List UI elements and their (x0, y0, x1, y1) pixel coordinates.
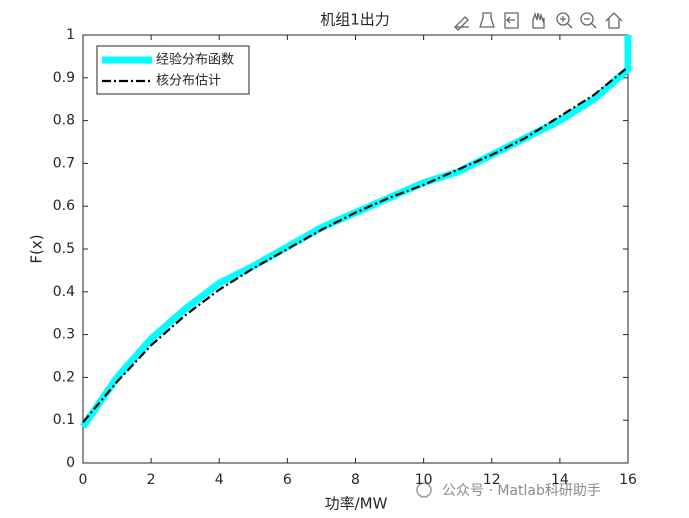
zoom-in-icon[interactable] (556, 12, 570, 26)
y-tick-label: 0.8 (53, 113, 75, 129)
y-tick-label: 0.3 (53, 327, 75, 343)
y-tick-label: 0.4 (53, 284, 75, 300)
legend-label: 核分布估计 (156, 74, 221, 89)
y-tick-label: 0.2 (53, 369, 75, 385)
brush-icon[interactable] (454, 16, 469, 31)
datatip-icon[interactable] (479, 12, 495, 28)
chart-title: 机组1出力 (320, 11, 390, 29)
home-icon[interactable] (605, 12, 623, 29)
x-tick-label: 0 (79, 472, 88, 488)
x-tick-label: 12 (483, 472, 501, 488)
legend-label: 经验分布函数 (156, 52, 234, 68)
watermark: 公众号 · Matlab科研助手 (416, 482, 601, 499)
x-axis-label: 功率/MW (325, 495, 388, 513)
series-line (80, 35, 632, 429)
legend-box (96, 45, 250, 95)
watermark-text: 公众号 · Matlab科研助手 (442, 483, 601, 499)
x-tick-label: 10 (415, 472, 433, 488)
toolbar (454, 11, 623, 31)
zoom-out-icon[interactable] (580, 12, 594, 26)
x-tick-label: 2 (147, 472, 156, 488)
x-tick-label: 4 (215, 472, 224, 488)
y-tick-label: 0 (66, 455, 75, 471)
x-tick-label: 8 (351, 472, 360, 488)
x-tick-label: 16 (619, 472, 637, 488)
y-axis-label: F(x) (28, 234, 46, 263)
watermark-icon (416, 482, 432, 498)
y-tick-label: 1 (66, 27, 75, 43)
plot-area (82, 34, 629, 464)
y-tick-label: 0.9 (53, 70, 75, 86)
series-line (82, 66, 629, 424)
y-tick-label: 0.6 (53, 198, 75, 214)
restore-icon[interactable] (504, 12, 519, 29)
y-tick-label: 0.5 (53, 241, 75, 257)
x-tick-label: 14 (551, 472, 569, 488)
y-tick-label: 0.7 (53, 155, 75, 171)
pan-icon[interactable] (532, 11, 545, 29)
x-tick-label: 6 (283, 472, 292, 488)
y-tick-label: 0.1 (53, 412, 75, 428)
